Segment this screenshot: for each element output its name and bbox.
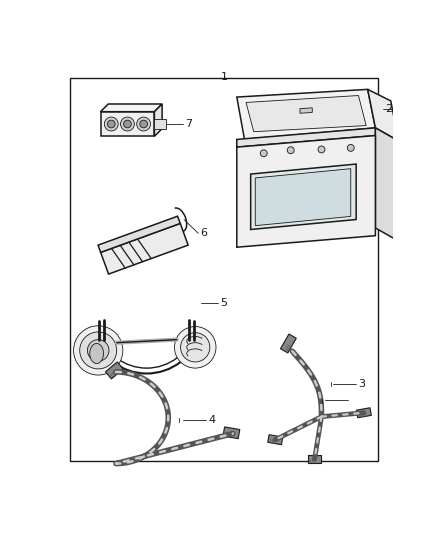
Circle shape bbox=[140, 120, 148, 128]
Polygon shape bbox=[300, 108, 312, 113]
Circle shape bbox=[137, 117, 151, 131]
Polygon shape bbox=[237, 128, 375, 147]
Circle shape bbox=[260, 150, 267, 157]
Text: 7: 7 bbox=[185, 119, 192, 129]
Polygon shape bbox=[280, 334, 296, 353]
Text: 6: 6 bbox=[201, 228, 208, 238]
Polygon shape bbox=[106, 362, 123, 379]
Polygon shape bbox=[237, 90, 375, 140]
Polygon shape bbox=[100, 112, 155, 136]
Polygon shape bbox=[367, 90, 399, 141]
Text: 2: 2 bbox=[385, 103, 392, 114]
Polygon shape bbox=[357, 408, 371, 418]
Circle shape bbox=[287, 147, 294, 154]
Polygon shape bbox=[237, 135, 375, 247]
Polygon shape bbox=[307, 455, 321, 463]
Polygon shape bbox=[375, 128, 399, 241]
Polygon shape bbox=[246, 95, 366, 132]
Text: 3: 3 bbox=[358, 378, 365, 389]
Circle shape bbox=[318, 146, 325, 153]
Circle shape bbox=[74, 326, 123, 375]
Circle shape bbox=[104, 117, 118, 131]
Circle shape bbox=[124, 120, 131, 128]
Polygon shape bbox=[155, 119, 166, 128]
Polygon shape bbox=[251, 164, 356, 230]
Ellipse shape bbox=[90, 343, 103, 364]
Circle shape bbox=[120, 117, 134, 131]
Circle shape bbox=[107, 120, 115, 128]
Polygon shape bbox=[268, 435, 283, 445]
Text: 4: 4 bbox=[208, 415, 215, 425]
Polygon shape bbox=[100, 104, 162, 112]
Circle shape bbox=[88, 340, 109, 361]
Circle shape bbox=[347, 144, 354, 151]
Circle shape bbox=[80, 332, 117, 369]
Circle shape bbox=[180, 333, 210, 362]
Polygon shape bbox=[101, 223, 188, 274]
Polygon shape bbox=[98, 216, 180, 253]
Circle shape bbox=[174, 327, 216, 368]
Polygon shape bbox=[223, 427, 240, 439]
Polygon shape bbox=[255, 168, 351, 225]
Text: 5: 5 bbox=[220, 297, 227, 308]
Polygon shape bbox=[155, 104, 162, 136]
Text: 1: 1 bbox=[221, 71, 228, 82]
